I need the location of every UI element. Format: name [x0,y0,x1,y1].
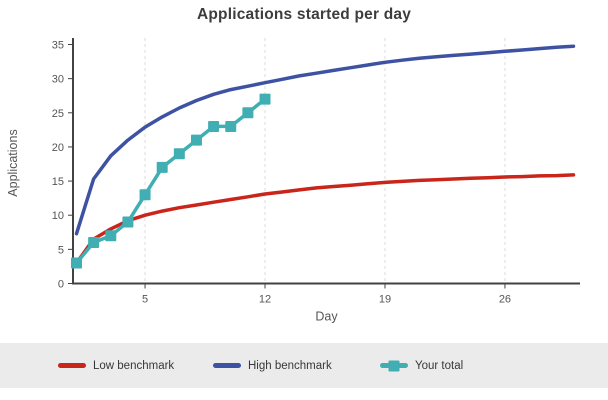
your-total-marker-day-10 [225,120,237,132]
your-total-marker-day-2 [88,237,100,249]
legend-item-low-benchmark[interactable]: Low benchmark [58,343,174,388]
your-total-marker-day-6 [156,161,168,173]
legend-label-your-total: Your total [415,359,464,372]
y-tick-label-25: 25 [52,108,64,120]
legend-item-your-total[interactable]: Your total [380,343,463,388]
your-total-marker-day-3 [105,230,117,242]
legend-label-low-benchmark: Low benchmark [93,359,175,372]
your-total-marker-day-5 [139,189,151,201]
plot-area: 0 5 10 15 20 25 30 35 5 12 19 26 Day Applications [6,38,580,324]
y-tick-label-20: 20 [52,142,64,154]
y-tick-label-5: 5 [58,244,64,256]
y-tick-label-15: 15 [52,176,64,188]
legend-label-high-benchmark: High benchmark [248,359,332,372]
x-tick-label-12: 12 [259,294,271,306]
x-tick-label-19: 19 [379,294,391,306]
legend-swatch-high-benchmark [213,363,241,368]
your-total-marker-day-8 [190,134,202,146]
your-total-marker-day-4 [122,216,134,228]
y-axis-title: Applications [6,129,20,196]
series-line-your-total [74,97,267,265]
y-tick-label-35: 35 [52,40,64,52]
series-line-high-benchmark [74,44,576,236]
y-tick-label-10: 10 [52,210,64,222]
legend-swatch-low-benchmark [58,363,86,368]
your-total-marker-day-11 [242,107,254,119]
chart-title: Applications started per day [196,6,412,23]
x-tick-label-5: 5 [142,294,148,306]
y-tick-label-0: 0 [58,279,64,291]
x-tick-label-26: 26 [499,294,511,306]
legend-square-marker-icon [388,360,400,371]
your-total-marker-day-7 [173,148,185,160]
legend: Low benchmark High benchmark Your total [0,343,608,388]
y-tick-label-30: 30 [52,74,64,86]
your-total-marker-day-9 [208,120,220,132]
series-line-low-benchmark [74,173,576,265]
x-axis-title: Day [315,310,338,324]
legend-item-high-benchmark[interactable]: High benchmark [213,343,332,388]
legend-swatch-your-total [380,360,408,371]
your-total-marker-day-12 [259,93,271,105]
your-total-marker-day-1 [71,257,82,269]
